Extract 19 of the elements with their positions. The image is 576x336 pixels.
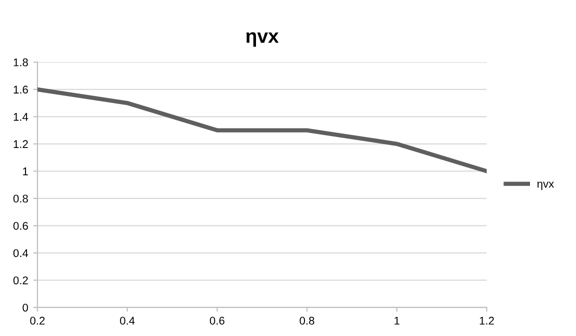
y-tick-label: 1	[23, 168, 28, 176]
y-tick-label: 0.2	[13, 276, 28, 284]
x-tick-label: 0.8	[300, 316, 314, 325]
chart-title: ηvx	[246, 32, 279, 47]
line-series	[37, 87, 487, 174]
y-tick-label: 1.6	[14, 86, 28, 94]
x-tick-label: 0.6	[210, 316, 224, 325]
y-tick-label: 1.4	[14, 113, 28, 121]
x-tick-label: 0.2	[30, 316, 45, 325]
y-tick-label: 0.8	[13, 194, 28, 203]
y-tick-label: 0	[22, 304, 28, 312]
x-tick-label: 0.4	[120, 316, 135, 325]
x-tick-label: 1.2	[480, 316, 494, 325]
x-tick-label: 1	[394, 316, 400, 325]
y-tick-label: 0.6	[13, 222, 28, 230]
y-tick-label: 1.2	[14, 140, 28, 148]
y-tick-label: 1.8	[14, 58, 28, 66]
legend-label: ηvx	[537, 182, 554, 190]
y-tick-label: 0.4	[13, 249, 28, 258]
